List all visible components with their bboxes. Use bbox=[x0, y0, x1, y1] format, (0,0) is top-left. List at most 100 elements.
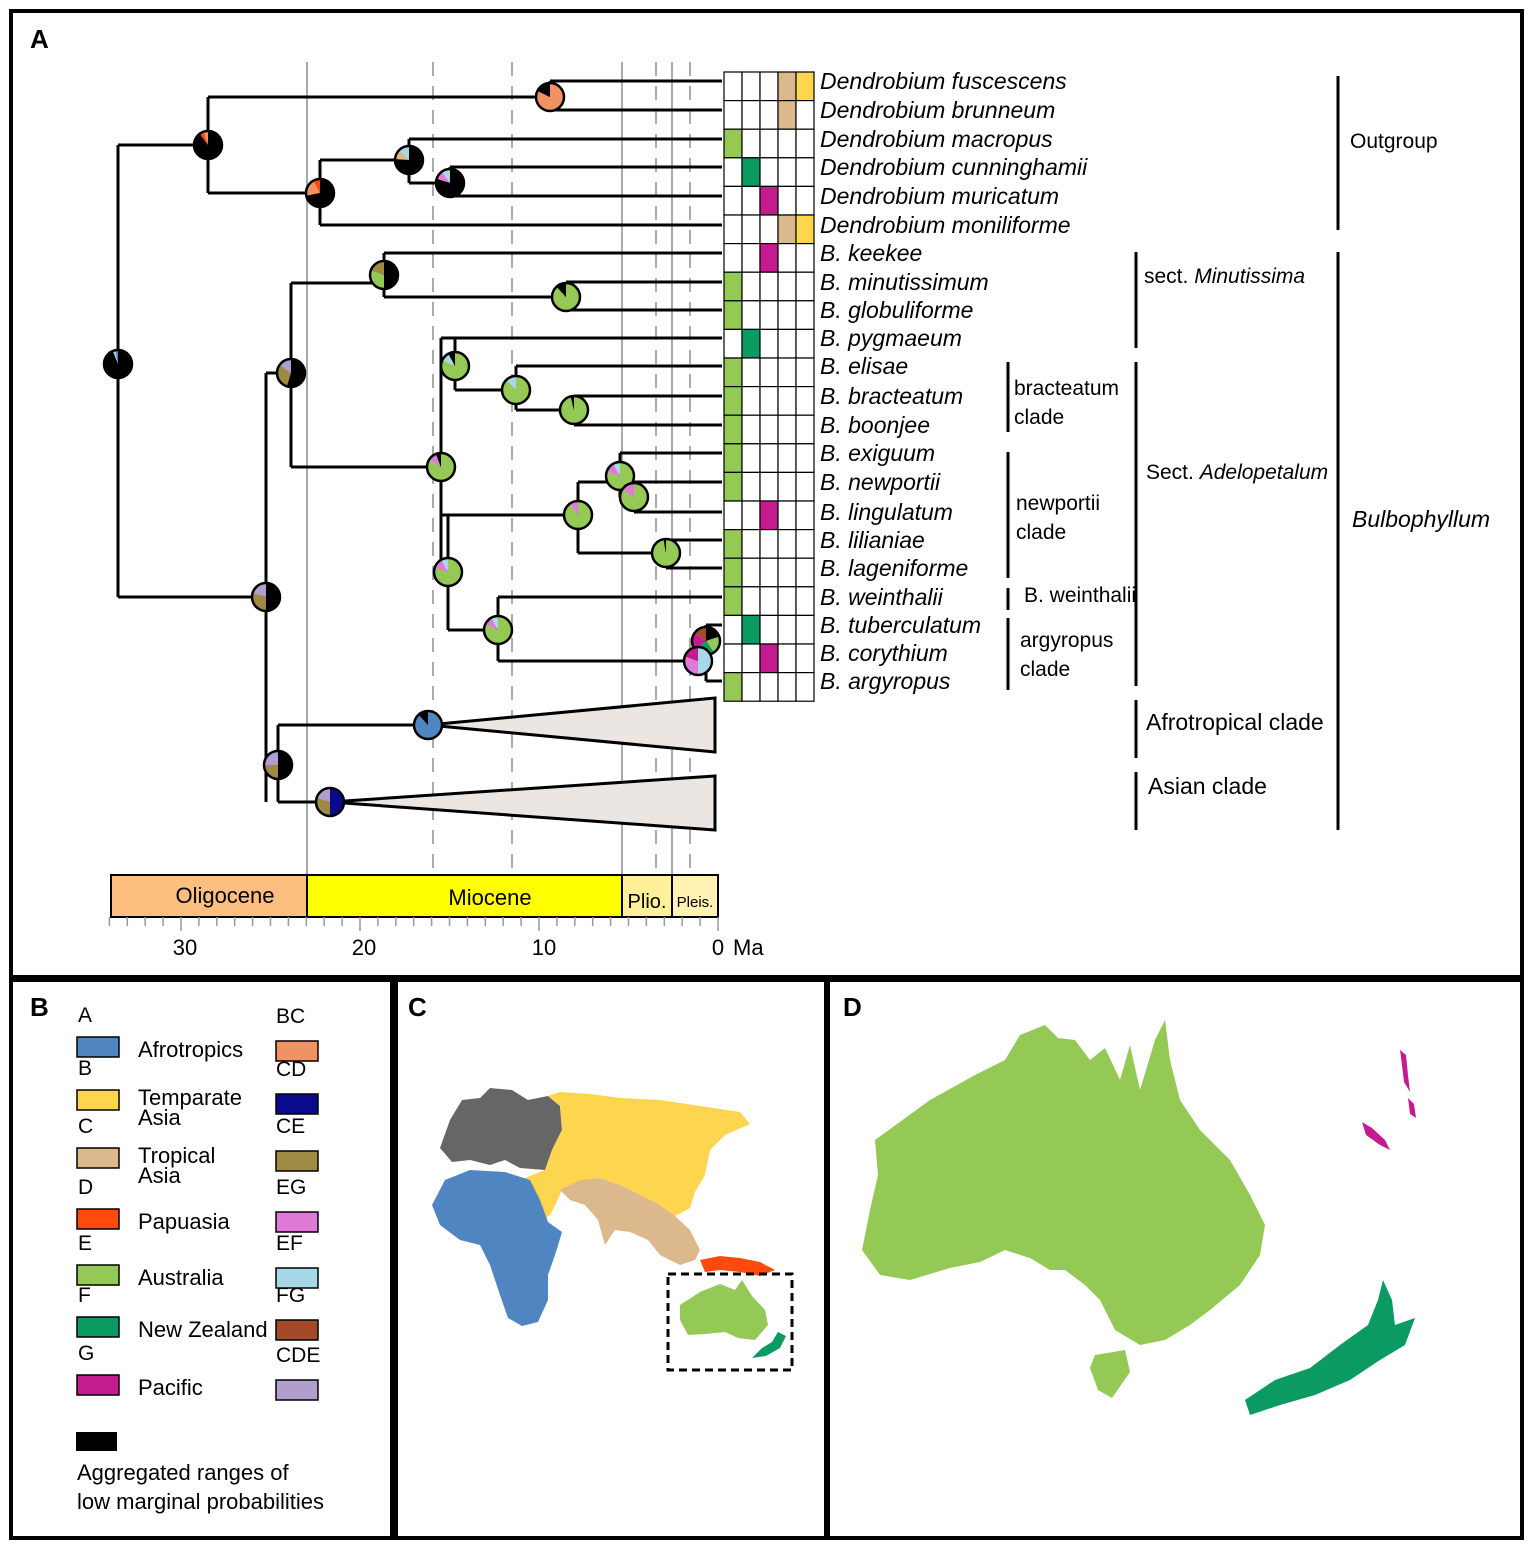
grid-cell bbox=[795, 328, 815, 359]
legend-combo-code: CE bbox=[276, 1115, 305, 1138]
node-pie bbox=[562, 499, 594, 531]
pie-slice bbox=[330, 788, 344, 816]
grid-cell bbox=[723, 243, 743, 273]
pie-slice bbox=[537, 83, 550, 97]
taxon-label: Dendrobium macropus bbox=[820, 126, 1053, 152]
sect-minutissima-label: sect. Minutissima bbox=[1144, 265, 1305, 288]
pie-slice bbox=[491, 616, 498, 630]
taxon-label: Dendrobium moniliforme bbox=[820, 212, 1071, 238]
zoom-pacific-1 bbox=[1362, 1122, 1390, 1150]
taxon-label: B. bracteatum bbox=[820, 383, 963, 409]
grid-cell bbox=[741, 443, 761, 473]
legend-area-name: New Zealand bbox=[138, 1317, 268, 1342]
legend-combo-swatch bbox=[275, 1093, 319, 1115]
grid-cell bbox=[723, 528, 743, 559]
grid-cell bbox=[723, 443, 743, 473]
newportii-clade-label-2: clade bbox=[1016, 521, 1066, 544]
geologic-timescale: Oligocene Miocene Plio. Pleis. 30 20 10 … bbox=[108, 874, 764, 960]
grid-cell bbox=[741, 643, 761, 674]
grid-cell bbox=[723, 99, 743, 130]
grid-cell bbox=[741, 243, 761, 273]
grid-cell bbox=[777, 586, 797, 616]
legend-swatch bbox=[76, 1374, 120, 1396]
node-pie bbox=[550, 281, 582, 313]
grid-cell bbox=[741, 185, 761, 216]
legend-combo-swatch bbox=[275, 1267, 319, 1289]
legend-code: C bbox=[78, 1115, 93, 1138]
taxon-label: B. globuliforme bbox=[820, 297, 973, 323]
legend-combo-code: CDE bbox=[276, 1344, 320, 1367]
legend-code: B bbox=[78, 1057, 92, 1080]
grid-cell bbox=[777, 528, 797, 559]
grid-cell bbox=[795, 157, 815, 188]
grid-cell bbox=[741, 271, 761, 302]
node-pie bbox=[434, 167, 466, 199]
pie-slice bbox=[684, 647, 698, 661]
panel-d-border bbox=[826, 978, 1524, 1540]
grid-cell bbox=[759, 271, 779, 302]
legend-area-name: Asia bbox=[138, 1163, 182, 1188]
grid-cell bbox=[759, 586, 779, 616]
zoom-tasmania bbox=[1090, 1350, 1130, 1398]
pie-slice bbox=[441, 352, 470, 381]
grid-cell bbox=[723, 300, 743, 330]
grid-cell bbox=[795, 300, 815, 330]
world-map bbox=[432, 1088, 794, 1372]
epoch-label-oligocene: Oligocene bbox=[175, 883, 274, 908]
grid-cell bbox=[723, 185, 743, 216]
grid-cell bbox=[723, 328, 743, 359]
legend-swatch bbox=[76, 1316, 120, 1338]
taxon-label: B. exiguum bbox=[820, 440, 935, 466]
grid-cell bbox=[777, 614, 797, 645]
taxon-label: Dendrobium fuscescens bbox=[820, 68, 1067, 94]
grid-cell bbox=[723, 271, 743, 302]
grid-cell bbox=[759, 557, 779, 588]
pie-slice bbox=[203, 131, 208, 145]
grid-cell bbox=[741, 557, 761, 588]
grid-cell bbox=[777, 243, 797, 273]
grid-cell bbox=[723, 557, 743, 588]
node-pie bbox=[262, 749, 294, 781]
node-pie bbox=[604, 460, 636, 492]
grid-cell bbox=[795, 99, 815, 130]
pie-slice bbox=[313, 179, 320, 193]
grid-cell bbox=[777, 271, 797, 302]
node-pie bbox=[192, 129, 224, 161]
pie-slice bbox=[384, 261, 398, 289]
grid-cell bbox=[723, 71, 743, 102]
pie-slice bbox=[315, 797, 330, 816]
zoom-pacific-2 bbox=[1400, 1050, 1410, 1092]
legend-combo-swatch bbox=[275, 1211, 319, 1233]
distribution-grid bbox=[723, 71, 815, 702]
taxon-label: B. elisae bbox=[820, 353, 908, 379]
bulbophyllum-label: Bulbophyllum bbox=[1352, 506, 1490, 532]
grid-cell bbox=[741, 214, 761, 245]
pie-slice bbox=[436, 169, 465, 198]
grid-cell bbox=[741, 586, 761, 616]
grid-cell bbox=[759, 214, 779, 245]
taxon-label: B. minutissimum bbox=[820, 269, 989, 295]
grid-cell bbox=[759, 414, 779, 445]
grid-cell bbox=[741, 328, 761, 359]
node-pie bbox=[275, 357, 307, 389]
grid-cell bbox=[777, 71, 797, 102]
grid-cell bbox=[741, 500, 761, 531]
grid-cell bbox=[759, 243, 779, 273]
panel-c-border bbox=[394, 978, 828, 1540]
taxon-labels: Dendrobium fuscescens Dendrobium brunneum… bbox=[820, 68, 1088, 694]
grid-cell bbox=[741, 386, 761, 416]
grid-cell bbox=[777, 128, 797, 159]
grid-cell bbox=[795, 386, 815, 416]
panel-letter-c: C bbox=[408, 992, 427, 1022]
pie-slice bbox=[112, 350, 118, 364]
taxon-label: B. keekee bbox=[820, 240, 922, 266]
grid-cell bbox=[795, 614, 815, 645]
grid-cell bbox=[777, 471, 797, 502]
grid-cell bbox=[795, 443, 815, 473]
pie-slice bbox=[316, 788, 330, 802]
legend-swatch bbox=[76, 1264, 120, 1286]
grid-cell bbox=[777, 214, 797, 245]
grid-cell bbox=[777, 414, 797, 445]
epoch-label-pleistocene: Pleis. bbox=[677, 894, 714, 911]
